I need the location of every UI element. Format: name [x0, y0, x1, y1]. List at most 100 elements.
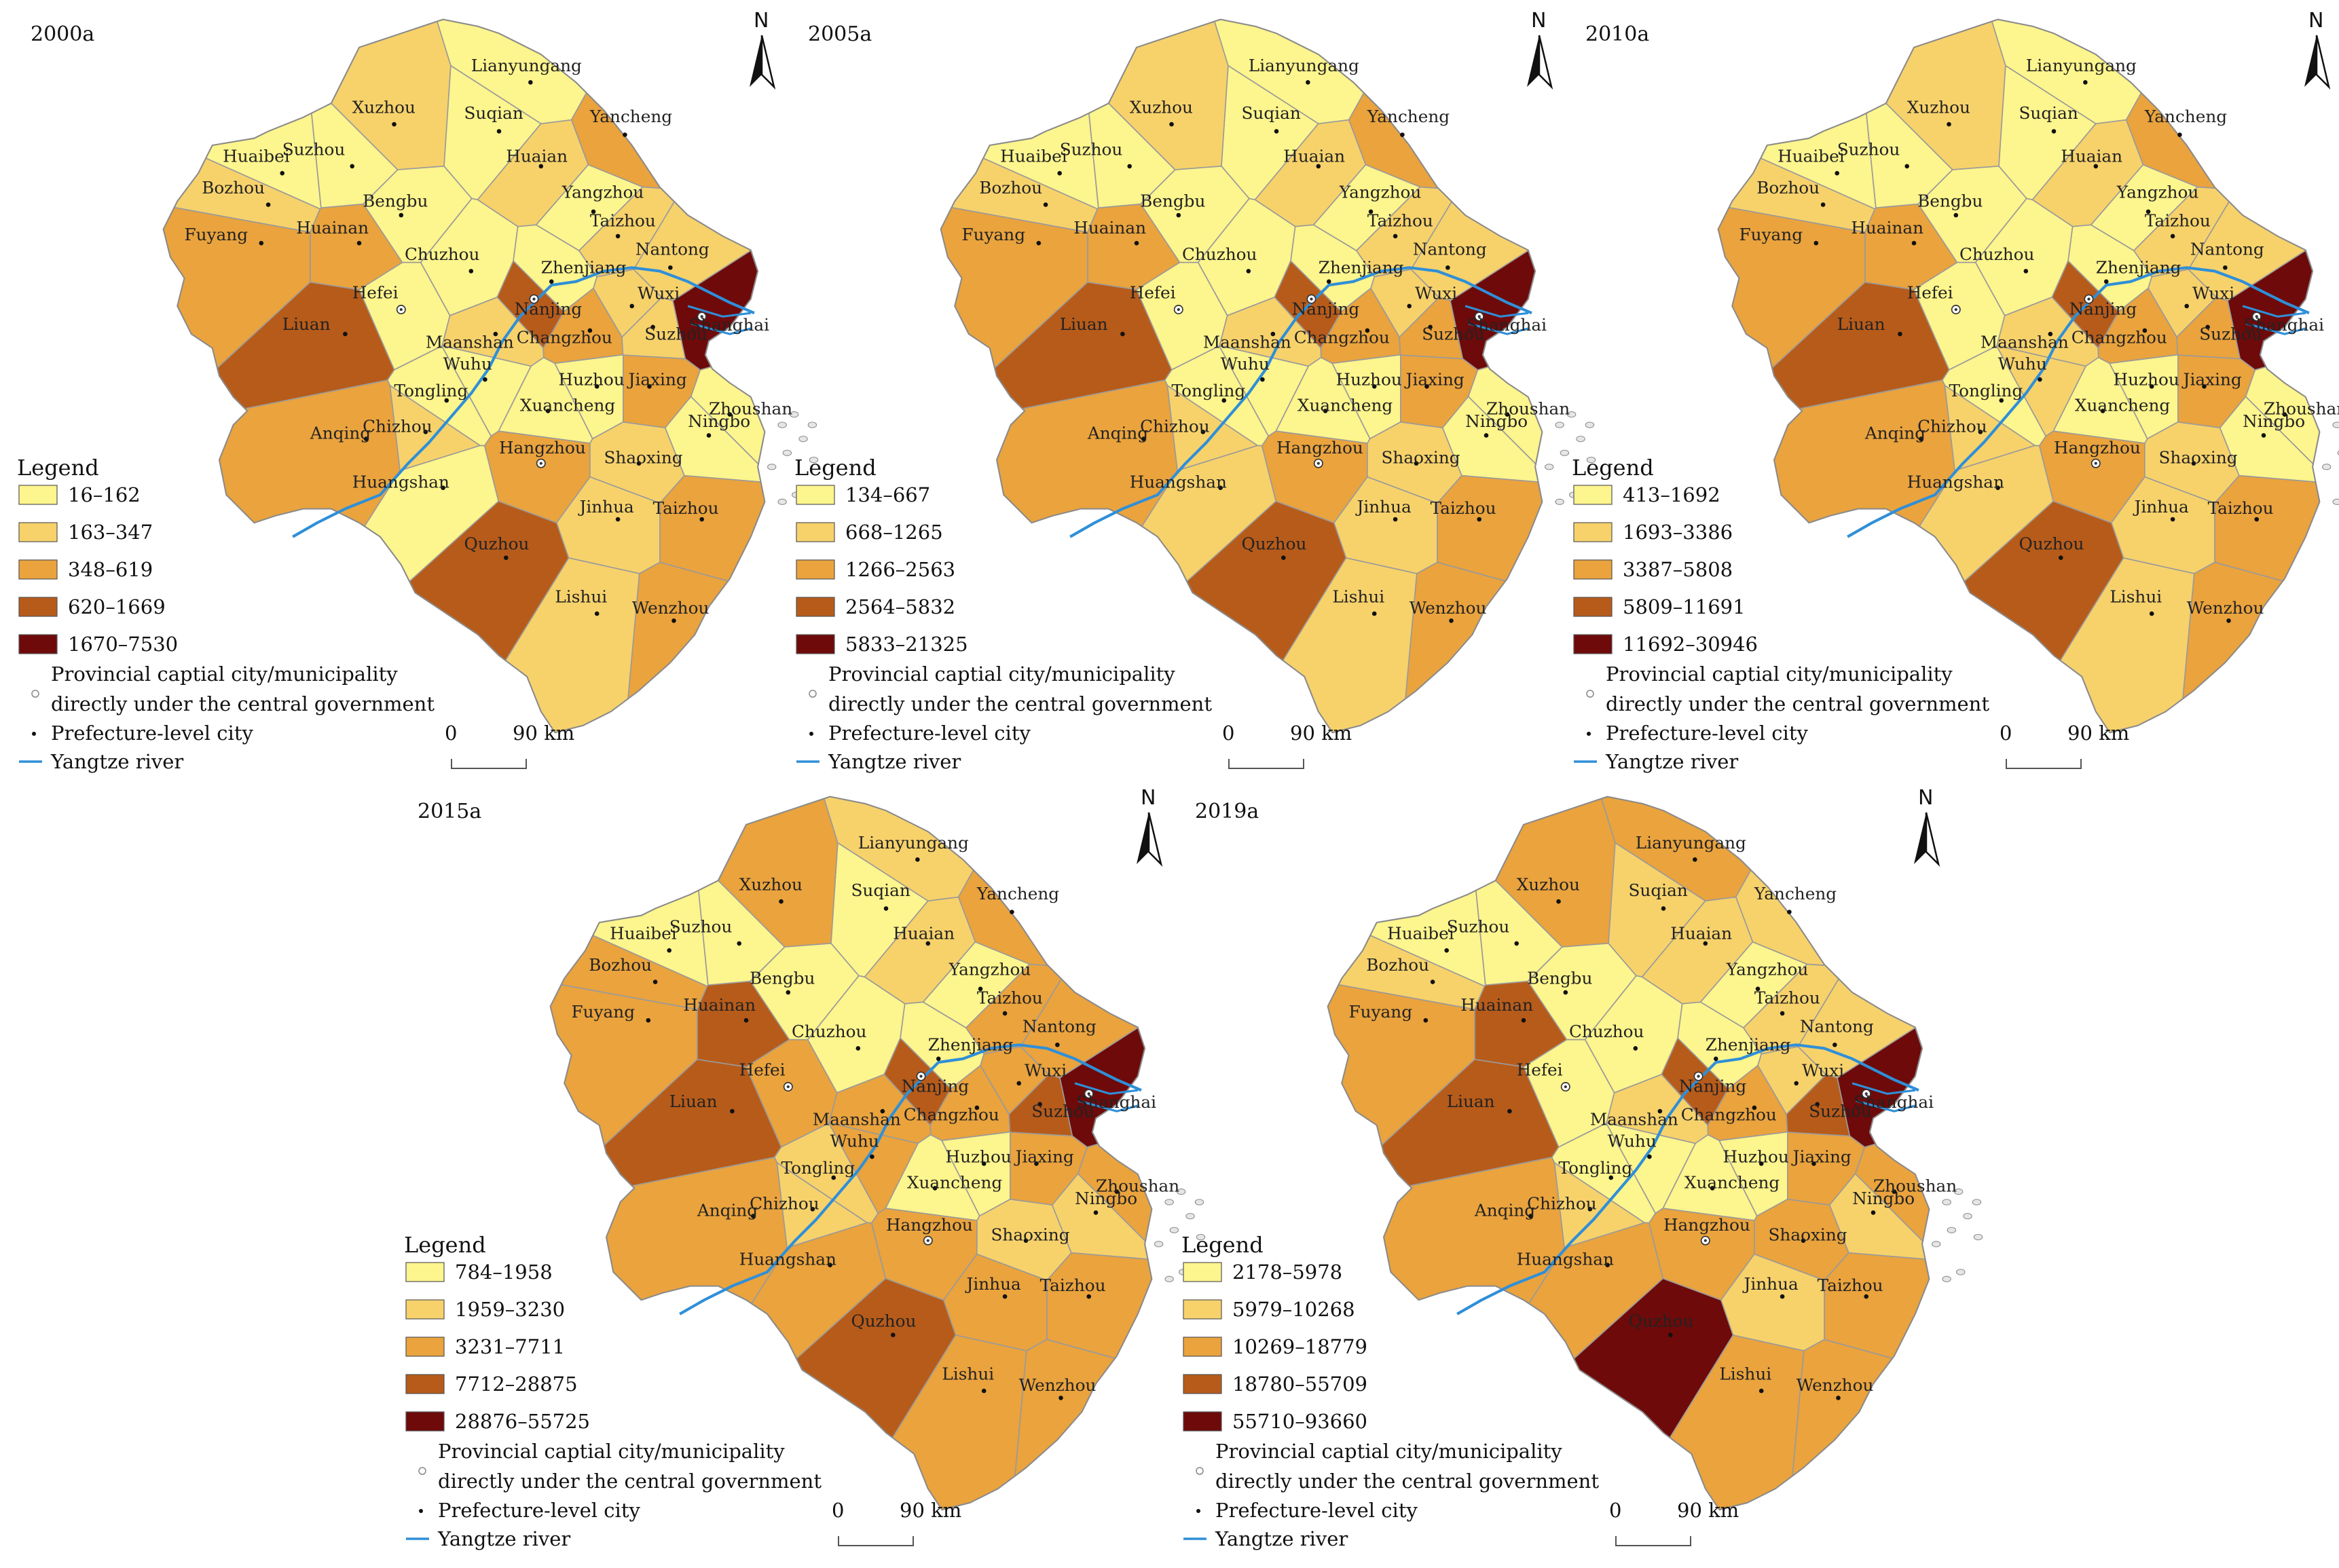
region-wenzhou: [1782, 1339, 1930, 1510]
prefecture-city-marker: [1505, 412, 1510, 417]
shanghai-waterway: [690, 322, 752, 335]
city-label-zhoushan: Zhoushan: [1486, 399, 1570, 419]
region-nantong: [633, 96, 765, 301]
prefecture-symbol-icon: [419, 1509, 423, 1513]
city-label-changzhou: Changzhou: [517, 327, 612, 347]
city-label-zhoushan: Zhoushan: [709, 399, 792, 419]
map-panel-2010a: 2010aNShanghaiSuzhouWuxiChangzhouNanjing…: [1572, 9, 2339, 773]
city-label-zhenjiang: Zhenjiang: [541, 257, 627, 277]
legend-swatch-4: [405, 1411, 445, 1432]
city-label-bozhou: Bozhou: [979, 178, 1042, 198]
region-yancheng: [957, 796, 1152, 968]
legend-class-label-2: 3387–5808: [1623, 558, 1733, 581]
prefecture-city-marker: [699, 517, 704, 522]
region-fuyang: [940, 195, 1088, 449]
island: [798, 435, 808, 443]
island: [1169, 1227, 1179, 1233]
shanghai-waterway: [1855, 1100, 1916, 1113]
city-label-yancheng: Yancheng: [976, 884, 1059, 903]
shanghai-waterway: [1468, 322, 1529, 335]
city-label-xuzhou: Xuzhou: [1130, 98, 1193, 117]
city-label-xuancheng: Xuancheng: [1297, 395, 1393, 415]
prefecture-city-marker: [1393, 234, 1398, 239]
city-label-anqing: Anqing: [697, 1201, 758, 1220]
region-outline: [162, 18, 766, 734]
region-suzhou: [1862, 79, 1953, 209]
city-label-huangshan: Huangshan: [739, 1250, 836, 1269]
island: [1555, 498, 1564, 505]
map-legend: Legend 784–1958 1959–3230 3231–7711 7712–288…: [404, 1232, 822, 1550]
prefecture-city-marker: [1057, 170, 1062, 176]
city-label-xuzhou: Xuzhou: [1907, 98, 1970, 117]
prefecture-city-marker: [1864, 1294, 1868, 1299]
city-label-taizhou: Taizhou: [653, 498, 719, 518]
prefecture-city-marker: [1871, 1210, 1876, 1215]
prefecture-city-marker: [629, 303, 634, 309]
island: [809, 456, 819, 464]
city-label-hangzhou: Hangzhou: [2054, 438, 2141, 458]
prefecture-city-marker: [1176, 212, 1181, 218]
city-label-xuzhou: Xuzhou: [739, 875, 803, 895]
capital-city-marker-dot: [1477, 315, 1481, 318]
city-label-chizhou: Chizhou: [363, 416, 432, 436]
legend-river-label: Yangtze river: [828, 750, 961, 773]
prefecture-city-marker: [1200, 430, 1206, 434]
prefecture-city-marker: [623, 132, 627, 137]
city-label-zhoushan: Zhoushan: [1873, 1176, 1957, 1196]
city-label-bengbu: Bengbu: [750, 969, 815, 988]
prefecture-city-marker: [1514, 941, 1519, 946]
prefecture-city-marker: [538, 164, 544, 169]
capital-city-marker-dot: [1564, 1085, 1567, 1089]
city-label-huangshan: Huangshan: [1517, 1250, 1614, 1269]
city-label-liuan: Liuan: [1060, 314, 1108, 334]
prefecture-city-marker: [1430, 979, 1435, 984]
legend-capital-label-line2: directly under the central government: [1215, 1470, 1599, 1493]
prefecture-city-marker: [981, 1388, 987, 1394]
island: [2322, 464, 2332, 470]
legend-capital-label: Provincial captial city/municipality: [438, 1440, 785, 1463]
city-label-changzhou: Changzhou: [1681, 1104, 1777, 1124]
prefecture-city-marker: [1424, 384, 1429, 389]
legend-prefecture-label: Prefecture-level city: [51, 722, 253, 745]
legend-swatch-2: [796, 559, 835, 580]
legend-title: Legend: [404, 1232, 486, 1258]
prefecture-city-marker: [1563, 990, 1568, 995]
prefecture-city-marker: [1521, 1018, 1526, 1023]
prefecture-city-marker: [1668, 1332, 1673, 1337]
map-legend: Legend 2178–5978 5979–10268 10269–18779 1878…: [1181, 1232, 1599, 1550]
prefecture-city-marker: [504, 555, 509, 560]
region-outline: [940, 18, 1543, 734]
capital-city-marker-dot: [1697, 1075, 1700, 1078]
region-suzhou: [1471, 856, 1563, 986]
legend-swatch-1: [405, 1299, 445, 1320]
city-label-wuhu: Wuhu: [1998, 354, 2047, 374]
city-label-fuyang: Fuyang: [185, 225, 248, 244]
legend-class-label-4: 11692–30946: [1623, 633, 1758, 656]
island: [782, 449, 792, 456]
panel-year-label: 2005a: [808, 22, 872, 46]
prefecture-city-marker: [587, 328, 593, 333]
yangtze-river-line: [1456, 1043, 1919, 1315]
city-label-lishui: Lishui: [555, 587, 607, 607]
capital-city-marker-dot: [1703, 1239, 1707, 1242]
city-label-suzhou: Suzhou: [1447, 916, 1510, 936]
prefecture-city-marker: [1794, 1081, 1799, 1086]
north-letter: N: [1918, 786, 1933, 810]
city-label-shaoxing: Shaoxing: [991, 1225, 1070, 1245]
prefecture-city-marker: [2093, 164, 2099, 169]
prefecture-city-marker: [1127, 164, 1132, 169]
region-fuyang: [163, 195, 311, 449]
prefecture-city-marker: [356, 240, 362, 246]
north-arrow-icon: N: [1914, 786, 1940, 867]
city-label-hangzhou: Hangzhou: [886, 1215, 973, 1235]
prefecture-city-marker: [828, 1263, 832, 1267]
city-label-taizhou: Taizhou: [1754, 988, 1820, 1007]
city-label-anqing: Anqing: [1864, 424, 1926, 443]
prefecture-city-marker: [1813, 240, 1819, 246]
legend-class-label-3: 2564–5832: [845, 595, 955, 618]
prefecture-city-marker: [1758, 1388, 1764, 1394]
legend-prefecture-label: Prefecture-level city: [438, 1499, 640, 1522]
city-label-quzhou: Quzhou: [851, 1311, 917, 1330]
prefecture-city-marker: [1400, 132, 1405, 137]
